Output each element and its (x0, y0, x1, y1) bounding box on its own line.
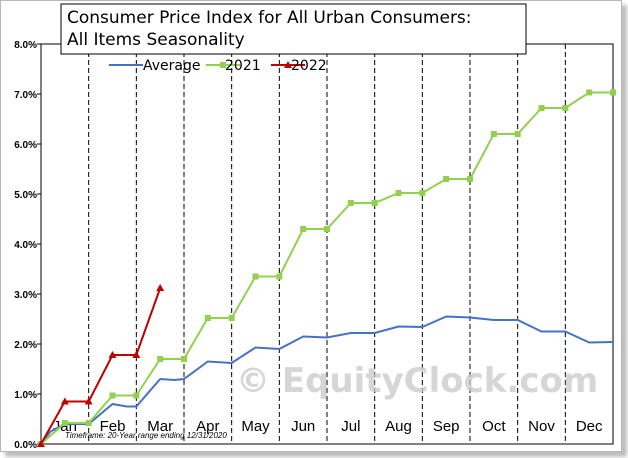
data-point (514, 131, 521, 137)
data-point (324, 226, 330, 232)
data-point (37, 440, 45, 447)
data-point (108, 351, 117, 358)
series-line-average (40, 315, 614, 445)
data-point (60, 397, 69, 405)
month-label: May (241, 418, 270, 435)
data-point (276, 273, 283, 280)
data-point (586, 89, 593, 96)
data-point (133, 392, 140, 399)
data-point (467, 176, 473, 182)
month-label: Sep (433, 418, 460, 435)
month-label: Jul (341, 418, 360, 435)
chart-title-line-1: Consumer Price Index for All Urban Consu… (67, 8, 472, 28)
data-point (132, 351, 141, 358)
y-tick-label: 3.0% (14, 290, 37, 301)
month-label: Jun (291, 418, 315, 435)
legend-marker (284, 61, 292, 68)
y-tick-label: 5.0% (14, 190, 37, 201)
footnote: Timeframe: 20-Year range ending 12/31/20… (65, 431, 227, 440)
month-label: Feb (100, 418, 126, 435)
data-point (443, 176, 450, 182)
legend-label: 2022 (291, 58, 327, 74)
legend-label: 2021 (225, 58, 261, 74)
y-tick-label: 2.0% (14, 340, 37, 351)
month-label: Aug (385, 418, 412, 435)
data-point (371, 200, 378, 206)
data-point (490, 131, 497, 137)
data-point (84, 397, 93, 405)
y-tick-label: 8.0% (14, 40, 37, 51)
y-tick-label: 7.0% (14, 90, 37, 101)
data-point (228, 315, 235, 321)
legend-marker (220, 62, 226, 68)
y-tick-label: 4.0% (14, 240, 37, 251)
data-point (562, 105, 569, 111)
data-point (610, 89, 616, 96)
chart-frame: 0.0% 1.0% 2.0% 3.0% 4.0% 5.0% 6.0% 7.0% 8.0% Jan… (0, 0, 622, 452)
data-point (395, 190, 402, 196)
data-point (204, 315, 211, 321)
month-label: Nov (528, 418, 555, 435)
y-tick-label: 0.0% (14, 440, 37, 451)
data-point (181, 356, 187, 362)
data-point (300, 226, 307, 232)
data-point (157, 356, 164, 362)
data-point (538, 105, 545, 111)
data-point (156, 284, 165, 291)
watermark: © EquityClock.com (236, 361, 598, 401)
data-point (85, 420, 92, 426)
month-label: Mar (147, 418, 173, 435)
title-box (60, 3, 527, 55)
data-point (109, 392, 116, 399)
chart-title-line-2: All Items Seasonality (67, 30, 245, 50)
legend-label: Average (143, 58, 201, 74)
data-point (252, 273, 259, 280)
data-point (347, 200, 354, 206)
month-label: Oct (482, 418, 506, 435)
y-tick-label: 1.0% (14, 390, 37, 401)
series-line-2022 (40, 287, 162, 445)
month-label: Apr (196, 418, 219, 435)
data-point (61, 420, 68, 426)
cpi-seasonality-chart: 0.0%1.0%2.0%3.0%4.0%5.0%6.0%7.0%8.0% Jan… (14, 3, 616, 451)
month-label: Dec (576, 418, 603, 435)
y-tick-label: 6.0% (14, 140, 37, 151)
data-point (419, 190, 426, 196)
legend: Average 2021 2022 (109, 58, 327, 74)
